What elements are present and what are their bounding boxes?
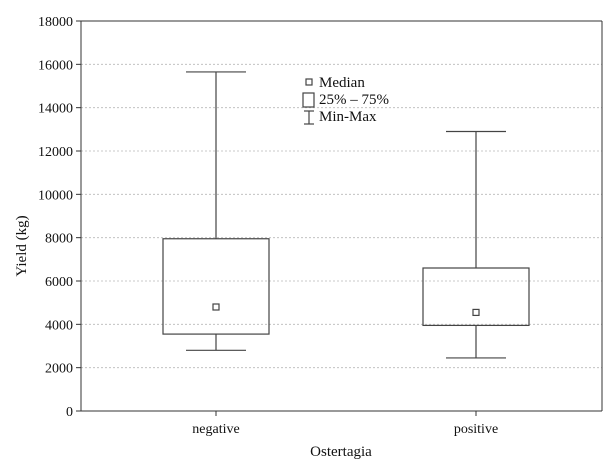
y-tick-label: 10000 (38, 188, 73, 203)
boxes-layer (162, 71, 530, 359)
legend-iqr-symbol (302, 92, 315, 108)
y-tick-label: 4000 (45, 318, 73, 333)
x-axis-title: Ostertagia (310, 444, 372, 459)
grid-layer (81, 63, 602, 369)
y-tick-label: 2000 (45, 362, 73, 377)
y-tick-label: 6000 (45, 275, 73, 290)
iqr-box (162, 238, 270, 335)
iqr-box (422, 267, 530, 327)
axes-layer: 0 2000 4000 6000 8000 10000 12000 14000 16000 180… (38, 15, 603, 437)
y-tick-label: 14000 (38, 102, 73, 117)
legend-entry-label: 25% – 75% (319, 92, 389, 108)
median-marker (212, 303, 220, 311)
y-tick-label: 0 (66, 405, 73, 420)
y-axis-title: Yield (kg) (14, 215, 30, 276)
median-marker (472, 308, 480, 317)
y-tick-label: 8000 (45, 232, 73, 247)
y-tick-label: 16000 (38, 58, 73, 73)
y-tick-label: 12000 (38, 145, 73, 160)
legend-entry-label: Median (319, 75, 365, 91)
legend-entry-label: Min-Max (319, 109, 377, 125)
y-tick-label: 18000 (38, 15, 73, 30)
legend-median-symbol (305, 78, 313, 86)
x-tick-label: positive (454, 422, 498, 437)
x-tick-label: negative (192, 422, 239, 437)
